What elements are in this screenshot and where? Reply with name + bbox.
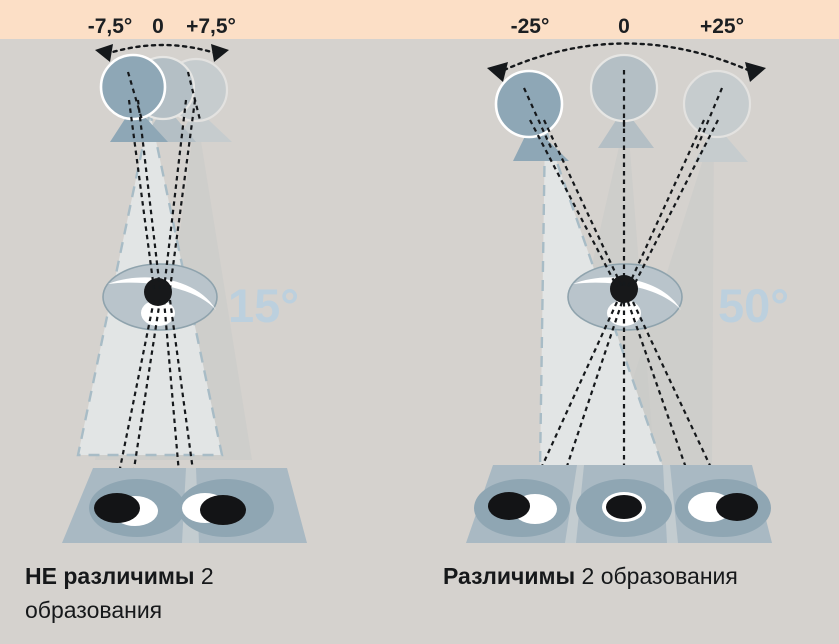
probe-axis-dark-r [522, 87, 554, 151]
eye-pupil-r [610, 275, 638, 303]
sweep-arrow-right-r [745, 62, 766, 82]
operator-body-mid-r [598, 108, 654, 148]
lesion-dark-2 [200, 495, 246, 525]
sweep-arrow-left-r [487, 62, 508, 82]
operator-head-light-r [682, 69, 752, 139]
lesion-dark-1 [94, 493, 140, 523]
panel-caption-rest: 2 [195, 563, 214, 589]
operator-body-light-r [694, 125, 748, 162]
sweep-arc [104, 43, 220, 56]
ray-c-upper [162, 99, 188, 290]
angle-label-left: -7,5° [88, 15, 133, 38]
operator-head-dark-r [494, 69, 564, 139]
angle-label-left-r: -25° [511, 15, 550, 38]
angle-label-right-r: +25° [700, 15, 744, 38]
panel-left: -7,5° 0 +7,5° 15° НЕ различимы 2 образов… [25, 15, 307, 623]
sweep-arrow-left [95, 44, 113, 62]
total-angle-label-r: 50° [718, 279, 789, 332]
header-band [0, 0, 839, 39]
lesion-dark-r3 [716, 493, 758, 521]
panel-caption-bold: НЕ различимы [25, 563, 195, 589]
ray-a-lower [110, 299, 156, 509]
panel-caption-line1-r: Различимы 2 образования [443, 563, 738, 589]
operator-body-light [176, 108, 232, 142]
ray-b-upper-r [543, 119, 623, 288]
angle-label-center-r: 0 [618, 15, 630, 38]
angle-label-center: 0 [152, 15, 164, 38]
sweep-arc-r [502, 42, 750, 72]
panel-caption-bold-r: Различимы [443, 563, 575, 589]
panel-caption-line2: образования [25, 597, 162, 623]
target-plane-divider-1 [565, 465, 584, 543]
ray-b-upper [136, 99, 162, 290]
eye-pupil [144, 278, 172, 306]
ray-e-upper-r [632, 119, 719, 288]
ray-d-lower [168, 299, 200, 509]
lesion-dark-r1 [488, 492, 530, 520]
total-angle-label: 15° [228, 279, 299, 332]
panel-caption-rest-r: 2 образования [575, 563, 738, 589]
ray-a-upper-r [529, 119, 618, 288]
ray-d-upper [168, 99, 197, 290]
sweep-arrow-right [211, 44, 229, 62]
ray-b-lower [126, 299, 162, 509]
lesion-dark-r2 [606, 495, 642, 519]
panel-caption-line1: НЕ различимы 2 [25, 563, 214, 589]
operator-body-dark [110, 105, 168, 142]
operator-head-dark [99, 53, 167, 121]
ray-a-upper [127, 99, 156, 290]
probe-axis-light-r [694, 87, 724, 151]
panel-right: -25° 0 +25° 50° Различимы 2 образования [443, 15, 789, 589]
angle-label-right: +7,5° [186, 15, 236, 38]
